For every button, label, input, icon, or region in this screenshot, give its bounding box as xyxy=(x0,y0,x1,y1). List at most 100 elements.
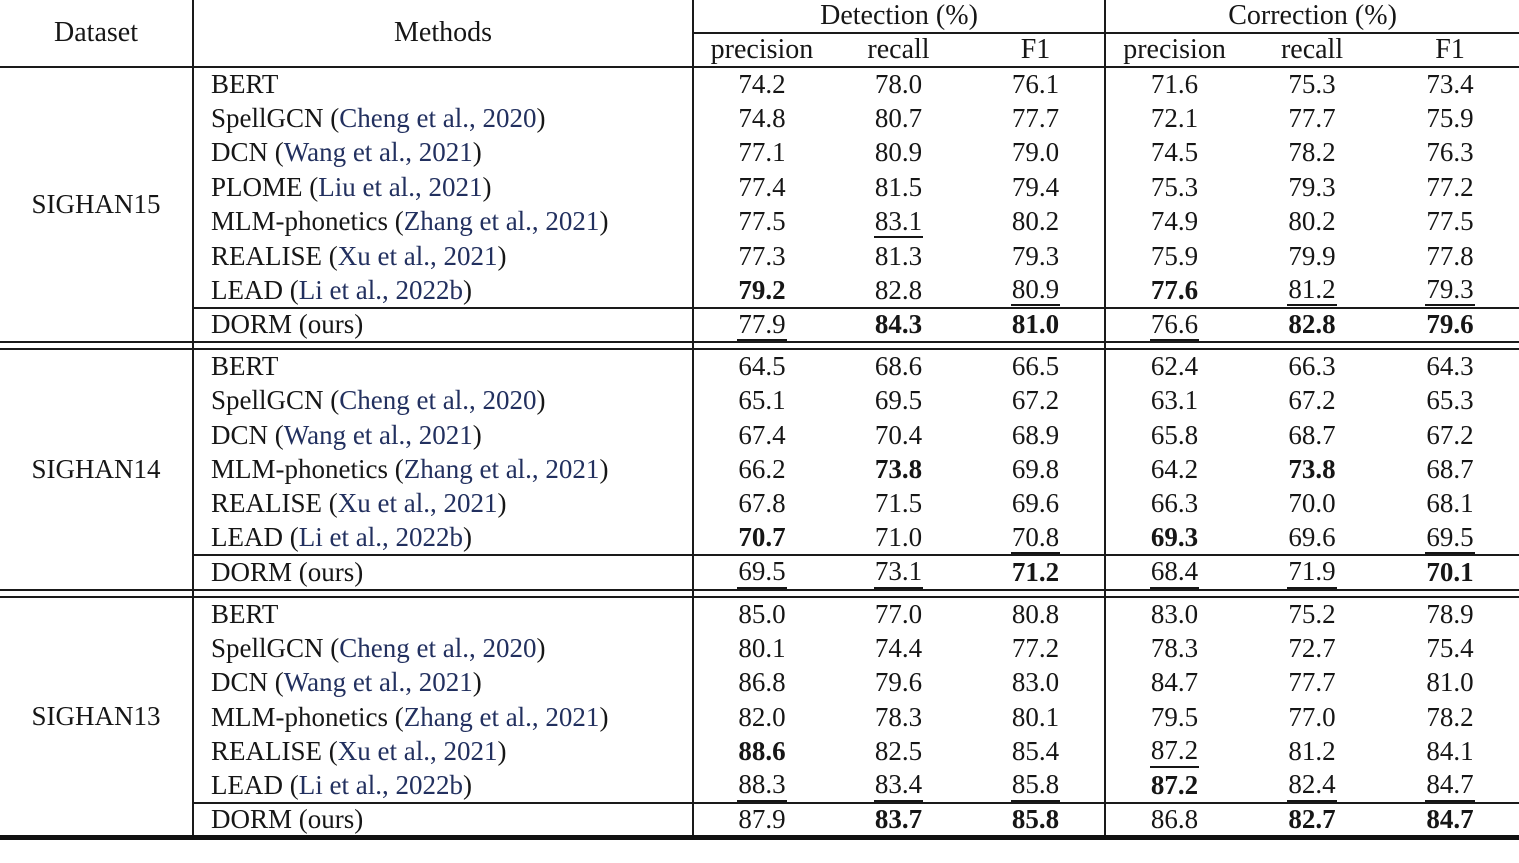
metric-value: 82.0 xyxy=(738,701,786,732)
metric-cell: 69.5 xyxy=(1381,521,1519,555)
metric-cell: 81.5 xyxy=(830,170,967,204)
method-cell: REALISE (Xu et al., 2021) xyxy=(192,238,693,274)
metric-value: 83.7 xyxy=(874,804,923,835)
metric-cell: 70.8 xyxy=(967,521,1105,555)
citation-link[interactable]: Li et al., 2022b xyxy=(298,522,463,553)
metric-cell: 82.8 xyxy=(830,273,967,307)
metric-value: 81.3 xyxy=(874,240,923,271)
metric-value: 67.2 xyxy=(1426,419,1474,450)
citation-link[interactable]: Wang et al., 2021 xyxy=(283,137,473,168)
metric-value: 73.8 xyxy=(1288,453,1336,484)
metric-cell: 74.5 xyxy=(1104,135,1244,171)
metric-cell: 76.3 xyxy=(1381,136,1519,170)
metric-value: 69.5 xyxy=(874,385,923,416)
metric-cell: 69.5 xyxy=(692,554,830,590)
metric-value: 78.2 xyxy=(1426,701,1474,732)
citation-link[interactable]: Zhang et al., 2021 xyxy=(403,206,600,237)
metric-value: 87.2 xyxy=(1150,770,1199,800)
metric-cell: 79.3 xyxy=(967,239,1105,273)
metric-value: 66.3 xyxy=(1288,351,1336,382)
metric-value: 77.2 xyxy=(1426,171,1474,202)
citation-link[interactable]: Xu et al., 2021 xyxy=(337,240,498,271)
col-group-detection: Detection (%) xyxy=(691,0,1106,34)
metric-value: 79.3 xyxy=(1425,275,1475,307)
col-header-detection-precision: precision xyxy=(692,33,830,68)
citation-link[interactable]: Wang et al., 2021 xyxy=(283,419,473,450)
table-body: SIGHAN15 BERT 74.2 78.0 76.1 71.6 75.3 73.4 Spel… xyxy=(0,67,1519,842)
citation-link[interactable]: Li et al., 2022b xyxy=(298,770,463,800)
method-name: DCN xyxy=(211,419,269,450)
metric-cell: 80.9 xyxy=(830,136,967,170)
method-name: BERT xyxy=(211,69,279,100)
metric-value: 71.9 xyxy=(1287,557,1337,589)
method-name: PLOME xyxy=(211,171,303,202)
metric-cell: 76.6 xyxy=(1104,306,1244,343)
separator-cell xyxy=(1381,341,1519,351)
metric-value: 79.9 xyxy=(1288,240,1336,271)
metric-value: 73.8 xyxy=(874,453,923,484)
citation-link[interactable]: Liu et al., 2021 xyxy=(318,171,483,202)
metric-value: 83.0 xyxy=(1150,599,1199,630)
metric-value: 77.0 xyxy=(1288,701,1336,732)
col-header-correction-f1: F1 xyxy=(1381,33,1519,68)
metric-cell: 85.8 xyxy=(967,769,1105,803)
metric-cell: 79.6 xyxy=(1381,306,1519,343)
metric-cell: 64.5 xyxy=(692,349,830,384)
citation-link[interactable]: Li et al., 2022b xyxy=(298,274,463,305)
metric-cell: 77.6 xyxy=(1104,273,1244,308)
metric-cell: 68.1 xyxy=(1381,487,1519,521)
metric-value: 68.1 xyxy=(1426,488,1474,519)
metric-value: 80.1 xyxy=(1011,701,1060,732)
metric-cell: 82.8 xyxy=(1243,306,1382,343)
metric-cell: 77.7 xyxy=(1243,101,1381,135)
method-name: LEAD xyxy=(211,770,283,800)
metric-value: 79.6 xyxy=(1426,309,1474,340)
table-row: REALISE (Xu et al., 2021) 67.8 71.5 69.6 66.… xyxy=(0,486,1519,522)
metric-cell: 73.1 xyxy=(830,554,967,590)
metric-value: 81.2 xyxy=(1287,275,1337,307)
method-cell: REALISE (Xu et al., 2021) xyxy=(192,734,693,769)
metric-cell: 65.3 xyxy=(1381,384,1519,418)
metric-value: 64.2 xyxy=(1150,453,1199,484)
citation-link[interactable]: Cheng et al., 2020 xyxy=(339,632,537,663)
metric-value: 69.5 xyxy=(1425,522,1475,554)
metric-cell: 87.9 xyxy=(692,802,830,838)
metric-value: 72.1 xyxy=(1150,103,1199,134)
metric-cell: 67.8 xyxy=(692,486,830,522)
metric-cell: 77.4 xyxy=(692,170,830,205)
metric-value: 77.1 xyxy=(738,137,786,168)
metric-value: 69.6 xyxy=(1011,488,1060,519)
metric-cell: 77.8 xyxy=(1381,239,1519,273)
metric-value: 76.6 xyxy=(1149,309,1200,342)
citation-link[interactable]: Wang et al., 2021 xyxy=(283,667,473,698)
citation-link[interactable]: Xu et al., 2021 xyxy=(337,736,498,767)
table-row: DCN (Wang et al., 2021) 86.8 79.6 83.0 84.7 7… xyxy=(0,665,1519,701)
metric-cell: 71.9 xyxy=(1243,554,1382,590)
method-cell: MLM-phonetics (Zhang et al., 2021) xyxy=(192,452,693,487)
metric-cell: 84.7 xyxy=(1381,769,1519,803)
citation-link[interactable]: Cheng et al., 2020 xyxy=(339,385,537,416)
metric-value: 69.8 xyxy=(1011,453,1060,484)
citation-link[interactable]: Zhang et al., 2021 xyxy=(403,701,600,732)
metric-value: 77.8 xyxy=(1426,240,1474,271)
metric-cell: 79.3 xyxy=(1381,273,1519,307)
metric-cell: 86.8 xyxy=(692,665,830,701)
metric-value: 88.3 xyxy=(737,770,787,802)
metric-cell: 77.0 xyxy=(830,597,967,631)
table-row: SIGHAN15 BERT 74.2 78.0 76.1 71.6 75.3 73.4 xyxy=(0,67,1519,219)
table-row: LEAD (Li et al., 2022b) 70.7 71.0 70.8 69.3 6… xyxy=(0,521,1519,556)
metric-cell: 70.7 xyxy=(692,521,830,556)
citation-link[interactable]: Zhang et al., 2021 xyxy=(403,453,600,484)
method-name: DORM xyxy=(211,557,293,588)
metric-value: 78.0 xyxy=(874,69,923,100)
metric-cell: 78.2 xyxy=(1243,136,1381,170)
metric-cell: 83.0 xyxy=(967,666,1105,700)
metric-value: 78.2 xyxy=(1288,137,1336,168)
method-cell: DORM (ours) xyxy=(192,554,693,590)
metric-cell: 85.0 xyxy=(692,596,830,632)
metric-value: 67.4 xyxy=(738,419,786,450)
metric-value: 64.5 xyxy=(738,351,786,382)
metric-value: 62.4 xyxy=(1150,351,1199,382)
citation-link[interactable]: Cheng et al., 2020 xyxy=(339,103,537,134)
citation-link[interactable]: Xu et al., 2021 xyxy=(337,488,498,519)
